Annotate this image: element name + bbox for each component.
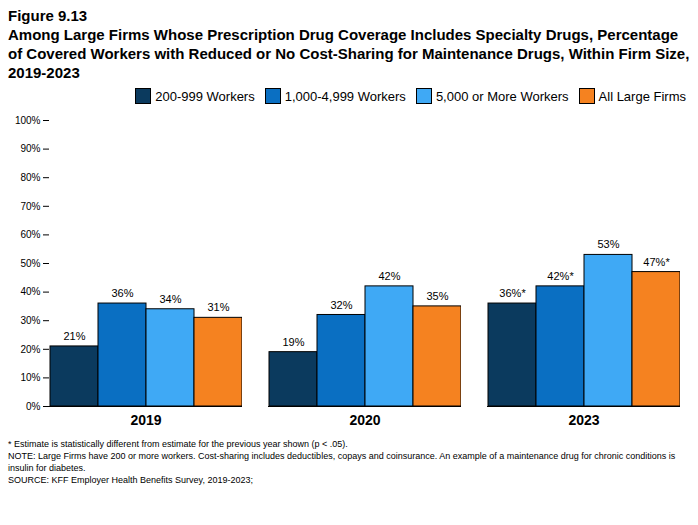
svg-text:10%: 10% [20, 372, 40, 383]
svg-text:2019: 2019 [130, 412, 161, 428]
svg-text:80%: 80% [20, 172, 40, 183]
svg-text:36%: 36% [111, 287, 133, 299]
html-text:5,000 or More Workers: 5,000 or More Workers [435, 88, 569, 104]
html-text:NOTE: Large Firms have 200 or: NOTE: Large Firms have 200 or more worke… [8, 451, 676, 473]
svg-text:90%: 90% [20, 143, 40, 154]
svg-text:35%: 35% [426, 290, 448, 302]
svg-text:42%*: 42%* [547, 270, 574, 282]
svg-text:2020: 2020 [349, 412, 380, 428]
svg-text:30%: 30% [20, 315, 40, 326]
svg-text:31%: 31% [207, 301, 229, 313]
svg-text:32%: 32% [330, 299, 352, 311]
svg-text:19%: 19% [282, 336, 304, 348]
svg-text:60%: 60% [20, 229, 40, 240]
svg-text:42%: 42% [378, 270, 400, 282]
html-text:SOURCE: KFF Employer Health Be: SOURCE: KFF Employer Health Benefits Sur… [8, 475, 253, 485]
svg-text:34%: 34% [159, 293, 181, 305]
svg-text:0%: 0% [26, 401, 41, 412]
svg-text:40%: 40% [20, 286, 40, 297]
svg-text:50%: 50% [20, 258, 40, 269]
svg-text:2023: 2023 [568, 412, 599, 428]
html-text:All Large Firms: All Large Firms [598, 88, 686, 104]
svg-text:53%: 53% [597, 238, 619, 250]
html-text:Figure 9.13: Figure 9.13 [8, 7, 88, 24]
html-text:1,000-4,999 Workers: 1,000-4,999 Workers [284, 88, 406, 104]
svg-text:47%*: 47%* [643, 256, 670, 268]
svg-text:20%: 20% [20, 344, 40, 355]
svg-text:70%: 70% [20, 201, 40, 212]
html-text:Among Large Firms Whose Prescr: Among Large Firms Whose Prescription Dru… [8, 26, 690, 81]
svg-text:21%: 21% [63, 330, 85, 342]
svg-text:100%: 100% [15, 115, 41, 126]
svg-text:36%*: 36%* [499, 287, 526, 299]
html-text:200-999 Workers: 200-999 Workers [155, 88, 255, 104]
html-text:* Estimate is statistically di: * Estimate is statistically different fr… [8, 439, 348, 449]
